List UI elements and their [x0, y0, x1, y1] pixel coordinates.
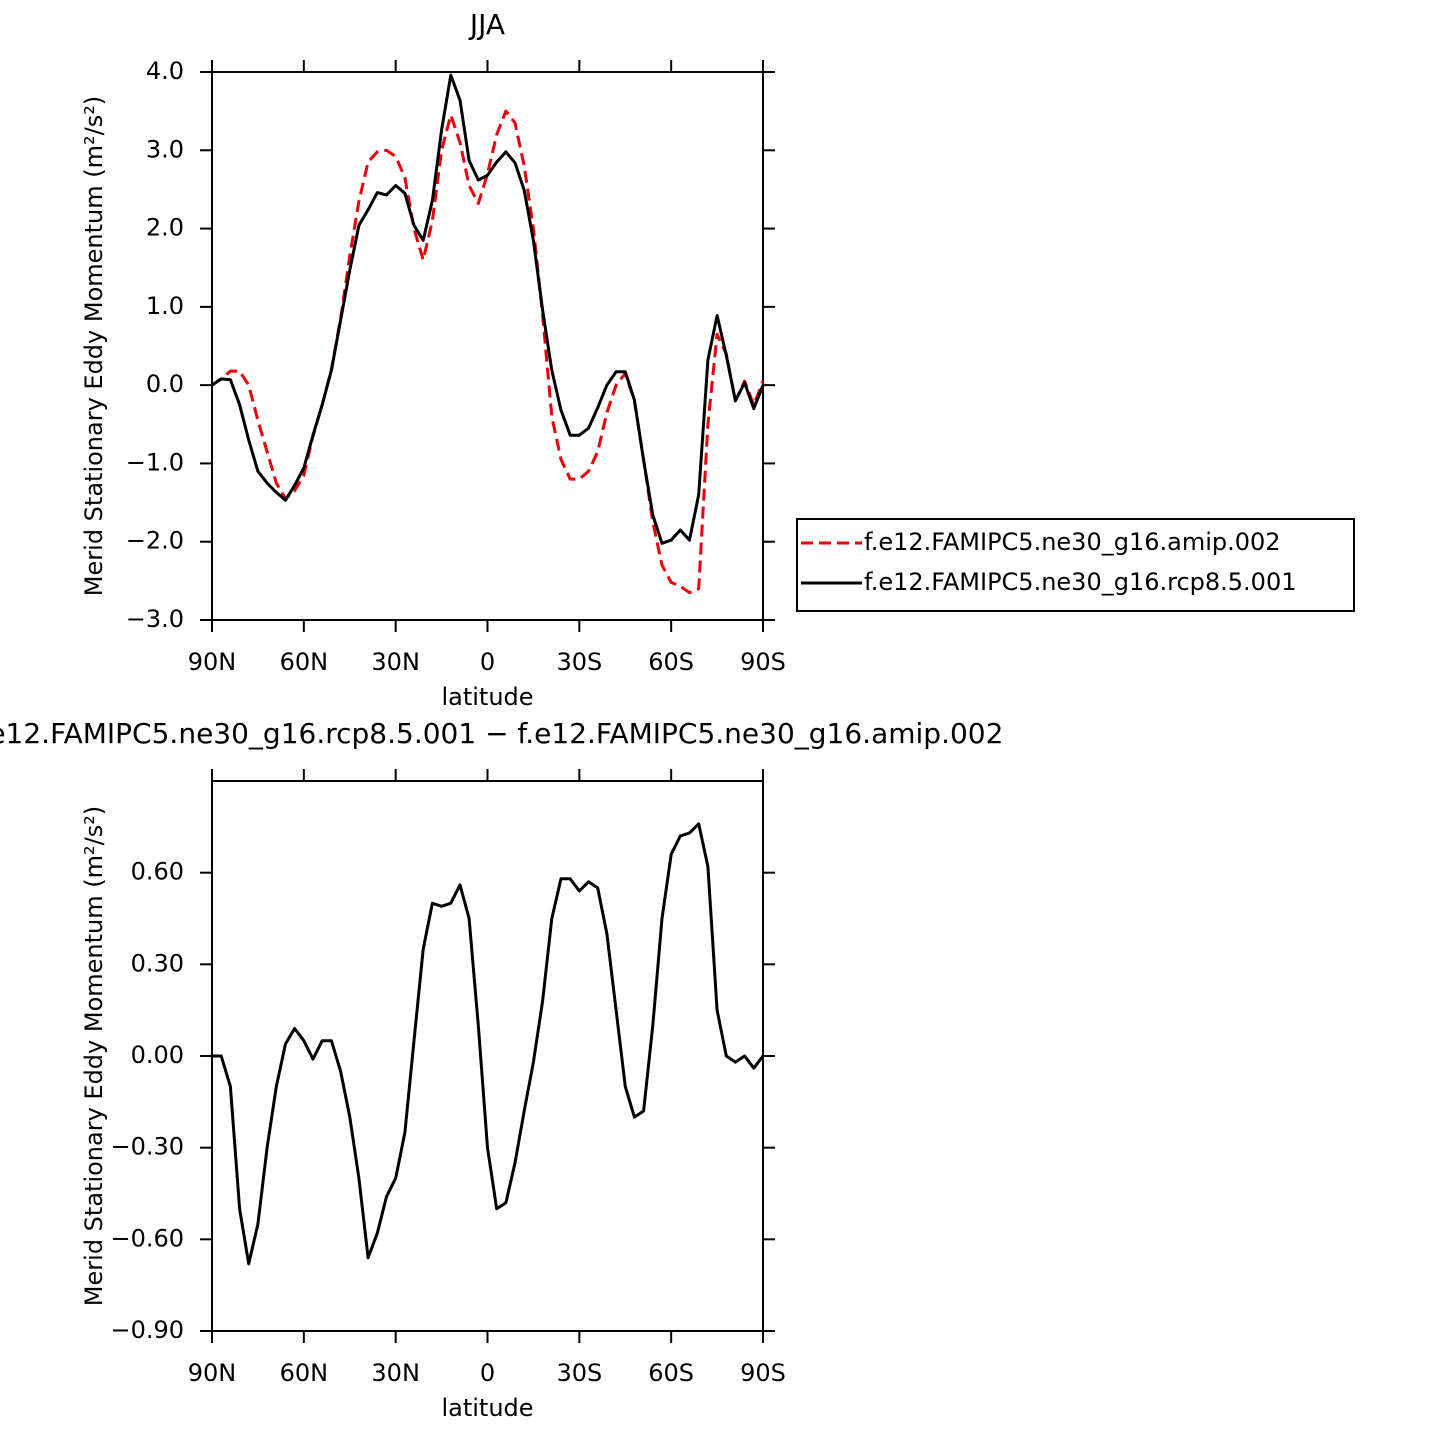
legend-label: f.e12.FAMIPC5.ne30_g16.rcp8.5.001: [864, 568, 1297, 596]
x-tick-label: 90N: [188, 648, 237, 676]
data-line: [212, 822, 765, 1266]
y-tick-label: 4.0: [146, 57, 184, 85]
y-tick-label: −0.30: [110, 1133, 184, 1161]
y-tick-label: 0.30: [131, 949, 184, 977]
legend-label: f.e12.FAMIPC5.ne30_g16.amip.002: [864, 528, 1281, 556]
y-tick-label: 0.0: [146, 370, 184, 398]
x-tick-label: 30S: [556, 648, 602, 676]
x-tick-label: 0: [480, 1359, 495, 1387]
x-tick-label: 90N: [188, 1359, 237, 1387]
y-tick-label: 0.00: [131, 1041, 184, 1069]
y-tick-label: 3.0: [146, 135, 184, 163]
x-tick-label: 30S: [556, 1359, 602, 1387]
x-tick-label: 90S: [740, 648, 786, 676]
x-tick-label: 60N: [280, 1359, 329, 1387]
x-tick-label: 60S: [648, 1359, 694, 1387]
x-axis-label: latitude: [441, 1394, 533, 1422]
x-tick-label: 60S: [648, 648, 694, 676]
data-line: [211, 109, 765, 595]
y-tick-label: −3.0: [126, 605, 184, 633]
legend-box: [796, 518, 1355, 612]
plot-frame: [211, 71, 764, 621]
panel: JJA Merid Stationary Eddy Momentum (m²/s²…: [80, 8, 1355, 711]
data-line: [211, 73, 765, 545]
panel: f.e12.FAMIPC5.ne30_g16.rcp8.5.001 − f.e1…: [0, 717, 1003, 1422]
y-tick-label: −0.90: [110, 1316, 184, 1344]
y-axis-label: Merid Stationary Eddy Momentum (m²/s²): [80, 96, 108, 596]
x-tick-label: 90S: [740, 1359, 786, 1387]
y-tick-label: 1.0: [146, 292, 184, 320]
chart-title: JJA: [468, 8, 505, 41]
plot-frame: [211, 780, 764, 1332]
x-tick-label: 30N: [371, 648, 420, 676]
y-axis-label: Merid Stationary Eddy Momentum (m²/s²): [80, 806, 108, 1306]
y-tick-label: −1.0: [126, 448, 184, 476]
chart-title: f.e12.FAMIPC5.ne30_g16.rcp8.5.001 − f.e1…: [0, 717, 1003, 750]
y-tick-label: 0.60: [131, 858, 184, 886]
y-tick-label: −2.0: [126, 527, 184, 555]
y-tick-label: −0.60: [110, 1224, 184, 1252]
x-tick-label: 0: [480, 648, 495, 676]
x-tick-label: 30N: [371, 1359, 420, 1387]
y-tick-label: 2.0: [146, 214, 184, 242]
x-axis-label: latitude: [441, 683, 533, 711]
x-tick-label: 60N: [280, 648, 329, 676]
